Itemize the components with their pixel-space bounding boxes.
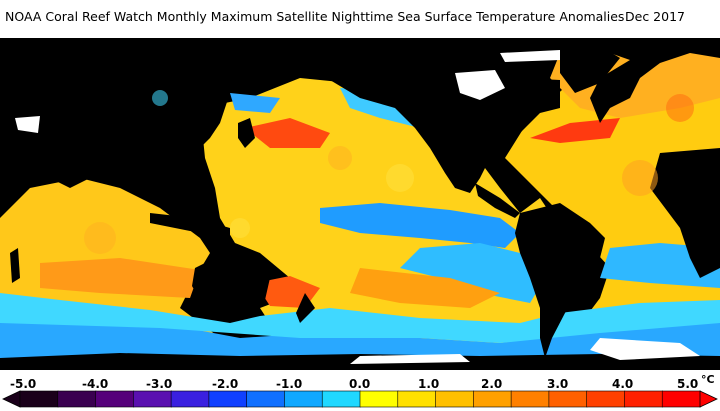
australia <box>192 253 270 313</box>
scale-swatch <box>473 390 512 408</box>
map-date: Dec 2017 <box>625 9 685 24</box>
new-zealand <box>296 293 315 323</box>
south-indian-warm <box>40 258 200 298</box>
kuroshio-warm-patch <box>245 118 330 148</box>
bering-blue <box>230 93 280 113</box>
caspian-ice <box>15 116 40 133</box>
scale-swatch <box>586 390 626 408</box>
anomaly-speckles <box>84 90 694 254</box>
legend-tick-1: 1.0 <box>418 377 440 391</box>
scale-arrow-right <box>699 390 718 408</box>
greenland <box>560 46 620 93</box>
scale-swatch <box>321 390 361 408</box>
equatorial-cold-tongue <box>320 203 520 248</box>
scale-swatch <box>624 390 664 408</box>
scale-swatch <box>548 390 588 408</box>
sea-ice <box>15 50 700 364</box>
scale-swatch <box>359 390 399 408</box>
legend-tick-3: 3.0 <box>547 377 569 391</box>
indonesia <box>150 213 230 235</box>
scale-swatch <box>435 390 475 408</box>
legend-tick-neg1: -1.0 <box>276 377 303 391</box>
legend-unit: °C <box>701 373 715 386</box>
color-scale-bar <box>0 390 720 408</box>
legend-tick-4: 4.0 <box>612 377 634 391</box>
scale-swatch <box>661 390 701 408</box>
world-map <box>0 38 720 370</box>
legend-tick-neg3: -3.0 <box>146 377 173 391</box>
eurasia <box>0 38 720 188</box>
madagascar <box>10 248 20 283</box>
header: NOAA Coral Reef Watch Monthly Maximum Sa… <box>0 0 720 38</box>
southeast-pacific-cold <box>400 243 545 303</box>
map-title: NOAA Coral Reef Watch Monthly Maximum Sa… <box>5 9 625 24</box>
legend-tick-2: 2.0 <box>481 377 503 391</box>
sst-anomaly-map <box>0 38 720 370</box>
legend-tick-5: 5.0 <box>677 377 699 391</box>
scale-swatch <box>170 390 210 408</box>
antarctic-ice-mid <box>350 354 470 364</box>
antarctic-ice-east <box>590 338 700 360</box>
color-scale-svg <box>2 390 718 408</box>
legend-tick-neg4: -4.0 <box>82 377 109 391</box>
scale-swatch <box>133 390 172 408</box>
central-america <box>475 183 520 218</box>
japan <box>238 118 255 148</box>
hudson-bay-ice <box>455 70 505 100</box>
scale-swatch <box>246 390 286 408</box>
legend-tick-neg5: -5.0 <box>10 377 37 391</box>
scale-swatch <box>57 390 97 408</box>
south-pacific-warm <box>350 268 500 308</box>
scale-swatch <box>19 390 59 408</box>
gulf-stream-warm-patch <box>530 118 620 143</box>
south-america <box>515 203 605 358</box>
africa <box>650 148 720 278</box>
arctic-ice-nw <box>500 50 560 62</box>
legend-tick-0: 0.0 <box>349 377 371 391</box>
scale-arrow-left <box>2 390 21 408</box>
scale-swatch <box>284 390 324 408</box>
scale-swatch <box>208 390 248 408</box>
scale-swatch <box>510 390 550 408</box>
scale-swatch <box>397 390 437 408</box>
scale-swatch <box>95 390 135 408</box>
legend-tick-neg2: -2.0 <box>212 377 239 391</box>
